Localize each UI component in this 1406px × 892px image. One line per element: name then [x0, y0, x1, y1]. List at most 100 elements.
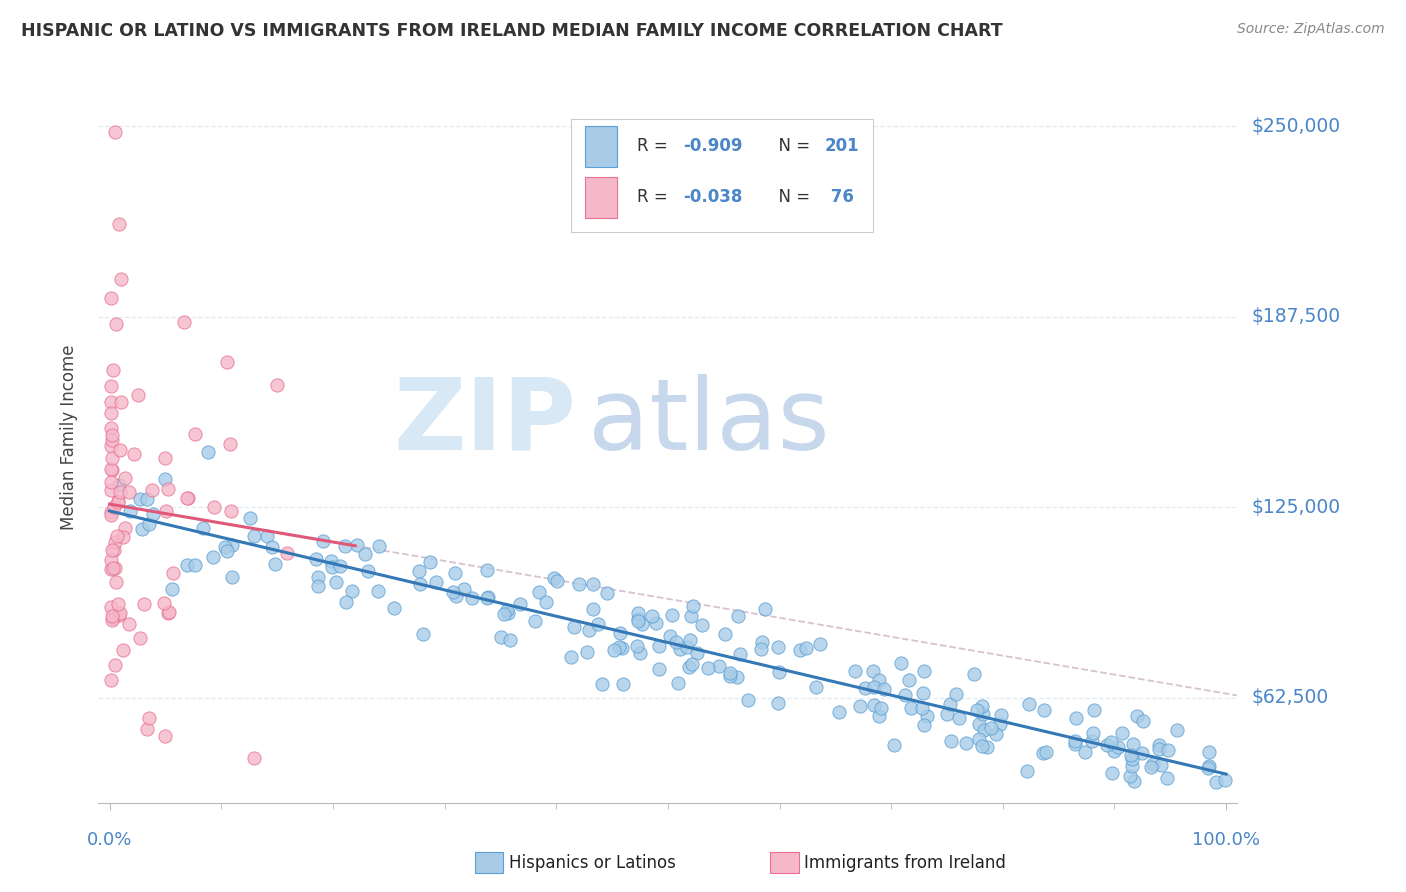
Point	[568, 576, 591, 591]
Point	[157, 605, 180, 619]
Point	[575, 645, 598, 659]
Point	[628, 646, 651, 660]
Point	[543, 571, 565, 585]
Point	[1123, 774, 1146, 789]
Point	[666, 676, 689, 690]
Point	[105, 318, 128, 332]
Point	[754, 602, 776, 616]
Point	[988, 717, 1011, 731]
Point	[911, 701, 934, 715]
Point	[1064, 711, 1087, 725]
Point	[202, 500, 225, 514]
Point	[658, 629, 681, 643]
FancyBboxPatch shape	[585, 127, 617, 167]
Point	[912, 664, 935, 678]
Point	[868, 709, 890, 723]
Point	[939, 697, 962, 711]
Point	[685, 647, 707, 661]
Point	[509, 597, 531, 611]
Point	[103, 611, 125, 625]
Point	[118, 485, 141, 500]
Point	[492, 607, 515, 621]
Point	[645, 616, 668, 631]
Point	[976, 739, 998, 754]
Point	[730, 647, 752, 661]
Point	[260, 540, 283, 554]
Point	[499, 633, 522, 648]
Point	[177, 491, 200, 506]
Point	[443, 566, 465, 580]
Point	[108, 485, 131, 500]
Text: -0.909: -0.909	[683, 137, 742, 155]
Point	[101, 609, 124, 624]
Point	[1121, 752, 1143, 766]
Point	[560, 650, 582, 665]
Text: $187,500: $187,500	[1251, 307, 1340, 326]
Point	[714, 626, 737, 640]
Point	[110, 271, 132, 285]
Point	[1081, 734, 1104, 748]
Point	[114, 471, 136, 485]
Point	[129, 631, 152, 645]
Point	[1119, 769, 1142, 783]
Point	[340, 583, 363, 598]
Point	[1198, 759, 1220, 773]
Point	[828, 705, 851, 719]
Text: 201: 201	[825, 137, 859, 155]
FancyBboxPatch shape	[585, 178, 617, 218]
Point	[1035, 745, 1057, 759]
Point	[610, 640, 633, 655]
Point	[312, 534, 335, 549]
Point	[100, 562, 122, 576]
Point	[100, 475, 122, 490]
Point	[849, 698, 872, 713]
Point	[1149, 739, 1171, 753]
Point	[627, 606, 650, 620]
Point	[1102, 744, 1125, 758]
Point	[104, 561, 127, 575]
Point	[118, 616, 141, 631]
Point	[382, 600, 405, 615]
Point	[103, 500, 125, 514]
Point	[808, 636, 831, 650]
Point	[612, 676, 634, 690]
Point	[609, 626, 631, 640]
Point	[725, 670, 748, 684]
Point	[191, 521, 214, 535]
Point	[582, 602, 605, 616]
Point	[718, 669, 741, 683]
Point	[104, 535, 127, 549]
Point	[524, 614, 547, 628]
Point	[1156, 771, 1178, 785]
Point	[153, 729, 176, 743]
Point	[707, 659, 730, 673]
Point	[101, 462, 124, 476]
Point	[219, 504, 242, 518]
Point	[690, 617, 713, 632]
Point	[412, 626, 434, 640]
Point	[534, 595, 557, 609]
Point	[1032, 746, 1054, 760]
Point	[329, 559, 352, 574]
Point	[1147, 742, 1170, 756]
Text: 0.0%: 0.0%	[87, 830, 132, 848]
Point	[108, 608, 131, 623]
Point	[305, 552, 328, 566]
Point	[127, 388, 149, 402]
Point	[1063, 737, 1085, 751]
Point	[122, 447, 145, 461]
Point	[356, 564, 378, 578]
Point	[789, 642, 811, 657]
Point	[911, 686, 934, 700]
Point	[155, 504, 177, 518]
Point	[980, 721, 1002, 735]
Point	[162, 566, 184, 580]
Point	[1015, 764, 1038, 778]
Point	[105, 574, 128, 589]
Point	[1149, 758, 1171, 772]
Point	[100, 483, 122, 498]
Point	[607, 640, 630, 655]
Point	[596, 586, 619, 600]
Point	[661, 607, 683, 622]
Point	[239, 511, 262, 525]
